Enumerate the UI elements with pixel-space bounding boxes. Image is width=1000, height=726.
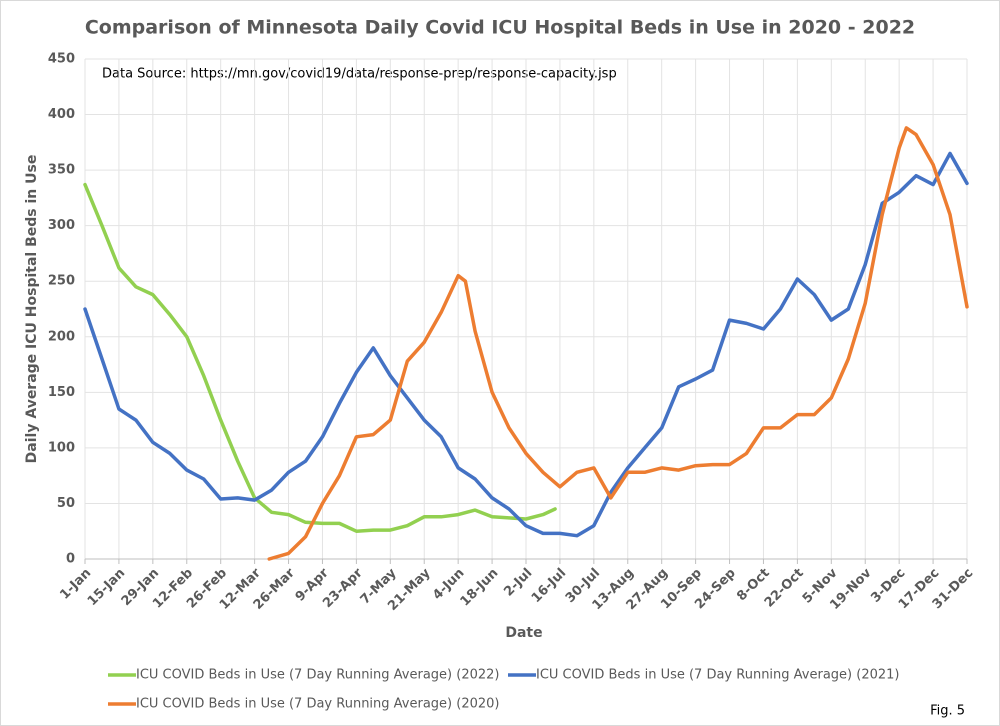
line-series: [83, 151, 969, 538]
y-tick-label: 300: [48, 218, 75, 233]
y-tick-label: 450: [48, 52, 75, 67]
figure-note: Fig. 5: [930, 704, 965, 719]
y-tick-label: 50: [57, 496, 75, 511]
y-tick-label: 0: [66, 552, 75, 567]
legend-label: ICU COVID Beds in Use (7 Day Running Ave…: [136, 697, 499, 712]
y-tick-label: 100: [48, 440, 75, 455]
y-axis-label: Daily Average ICU Hospital Beds in Use: [24, 155, 40, 464]
y-tick-label: 400: [48, 107, 75, 122]
y-tick-label: 250: [48, 274, 75, 289]
y-tick-label: 150: [48, 385, 75, 400]
legend-label: ICU COVID Beds in Use (7 Day Running Ave…: [536, 668, 899, 683]
y-tick-label: 200: [48, 329, 75, 344]
legend-label: ICU COVID Beds in Use (7 Day Running Ave…: [136, 668, 499, 683]
y-tick-label: 350: [48, 163, 75, 178]
line-series: [83, 182, 557, 533]
x-axis-label: Date: [505, 625, 542, 641]
chart-title: Comparison of Minnesota Daily Covid ICU …: [85, 17, 915, 39]
source-note: Data Source: https://mn.gov/covid19/data…: [102, 67, 617, 82]
line-series: [267, 126, 969, 561]
